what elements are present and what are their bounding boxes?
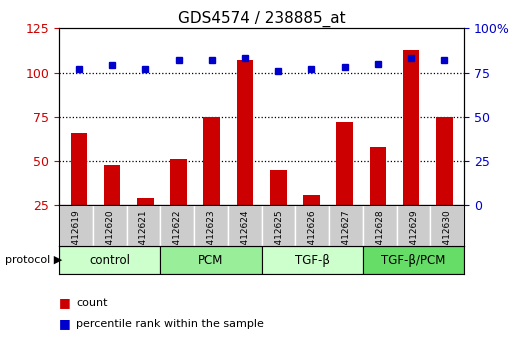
- Text: GSM412621: GSM412621: [139, 209, 148, 264]
- Text: GSM412626: GSM412626: [308, 209, 317, 264]
- Bar: [295, 205, 329, 246]
- Text: GSM412623: GSM412623: [206, 209, 215, 264]
- Bar: [397, 205, 430, 246]
- Bar: [71, 133, 87, 250]
- Bar: [403, 50, 420, 250]
- Text: GSM412627: GSM412627: [342, 209, 350, 264]
- Bar: [363, 205, 397, 246]
- Text: GSM412628: GSM412628: [376, 209, 384, 264]
- Text: TGF-β/PCM: TGF-β/PCM: [382, 254, 446, 267]
- Text: GSM412620: GSM412620: [105, 209, 114, 264]
- Bar: [436, 117, 452, 250]
- Text: GSM412624: GSM412624: [240, 209, 249, 264]
- Bar: [228, 205, 262, 246]
- Bar: [204, 117, 220, 250]
- Text: GSM412622: GSM412622: [173, 209, 182, 264]
- Bar: [194, 205, 228, 246]
- Text: control: control: [89, 254, 130, 267]
- Bar: [59, 205, 93, 246]
- Text: percentile rank within the sample: percentile rank within the sample: [76, 319, 264, 329]
- Bar: [270, 170, 287, 250]
- Text: PCM: PCM: [199, 254, 224, 267]
- Text: GSM412619: GSM412619: [71, 209, 81, 264]
- Text: count: count: [76, 298, 107, 308]
- Text: ■: ■: [59, 318, 71, 330]
- Bar: [369, 147, 386, 250]
- Bar: [430, 205, 464, 246]
- Text: GSM412629: GSM412629: [409, 209, 418, 264]
- Bar: [303, 195, 320, 250]
- Bar: [59, 246, 160, 274]
- Bar: [93, 205, 127, 246]
- Bar: [236, 60, 253, 250]
- Text: ■: ■: [59, 296, 71, 309]
- Bar: [170, 159, 187, 250]
- Text: protocol ▶: protocol ▶: [5, 255, 63, 265]
- Bar: [337, 122, 353, 250]
- Bar: [329, 205, 363, 246]
- Bar: [262, 205, 295, 246]
- Text: GSM412630: GSM412630: [443, 209, 452, 264]
- Bar: [160, 205, 194, 246]
- Bar: [363, 246, 464, 274]
- Bar: [104, 165, 121, 250]
- Bar: [137, 198, 154, 250]
- Bar: [160, 246, 262, 274]
- Text: TGF-β: TGF-β: [295, 254, 330, 267]
- Bar: [262, 246, 363, 274]
- Title: GDS4574 / 238885_at: GDS4574 / 238885_at: [178, 11, 345, 27]
- Text: GSM412625: GSM412625: [274, 209, 283, 264]
- Bar: [127, 205, 160, 246]
